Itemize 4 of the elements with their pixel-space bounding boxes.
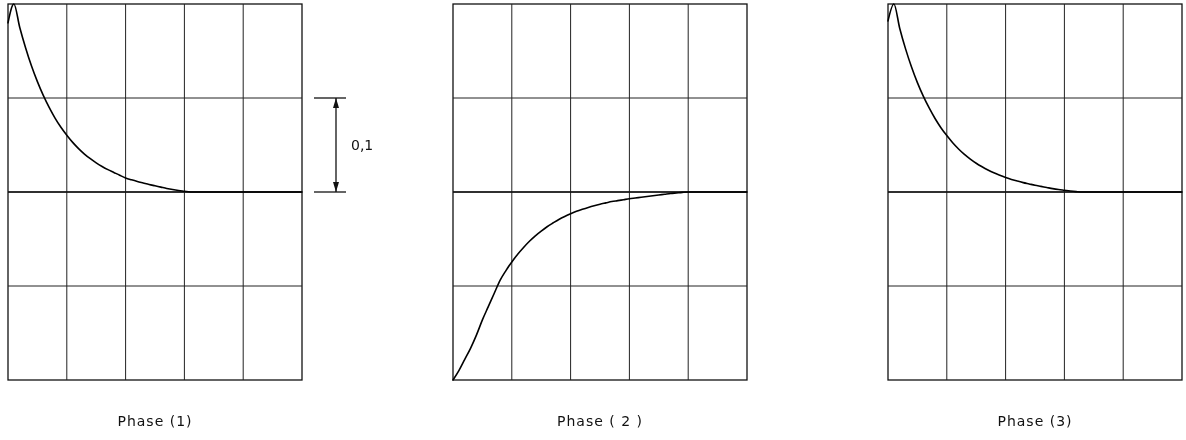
x-axis-title: Phase (3) [997,413,1073,429]
x-axis-title: Phase ( 2 ) [557,413,643,429]
x-axis-title: Phase (1) [117,413,193,429]
text: 0,1 [351,137,374,153]
